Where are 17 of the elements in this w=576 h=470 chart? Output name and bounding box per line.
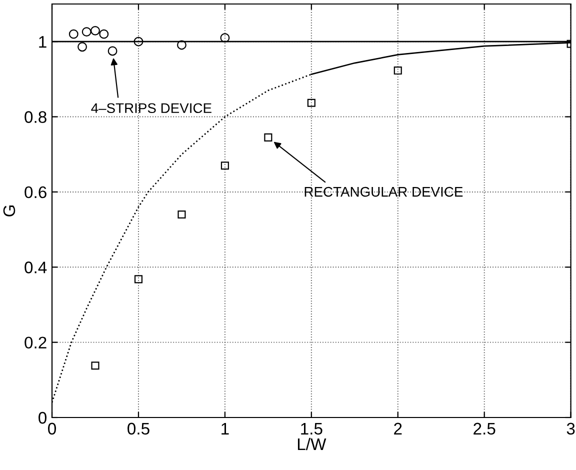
x-tick-label: 2.5 bbox=[474, 422, 496, 435]
y-axis-title: G bbox=[3, 206, 16, 216]
annotation: RECTANGULAR DEVICE bbox=[304, 186, 463, 197]
x-axis-title: L/W bbox=[298, 438, 326, 450]
annotation: 4–STRIPS DEVICE bbox=[91, 103, 212, 114]
y-tick-label: 1 bbox=[39, 36, 46, 48]
x-tick-label: 3 bbox=[566, 422, 575, 435]
y-tick-label: 0.8 bbox=[24, 111, 46, 123]
x-tick-label: 1 bbox=[222, 422, 229, 434]
x-tick-label: 2 bbox=[394, 422, 402, 434]
y-tick-label: 0.6 bbox=[24, 186, 46, 198]
y-tick-label: 0 bbox=[38, 412, 46, 424]
x-tick-label: 0 bbox=[48, 422, 56, 435]
x-tick-label: 1.5 bbox=[301, 422, 322, 435]
y-tick-label: 0.4 bbox=[24, 262, 47, 274]
y-tick-label: 0.2 bbox=[24, 336, 46, 349]
x-tick-label: 0.5 bbox=[128, 422, 150, 435]
